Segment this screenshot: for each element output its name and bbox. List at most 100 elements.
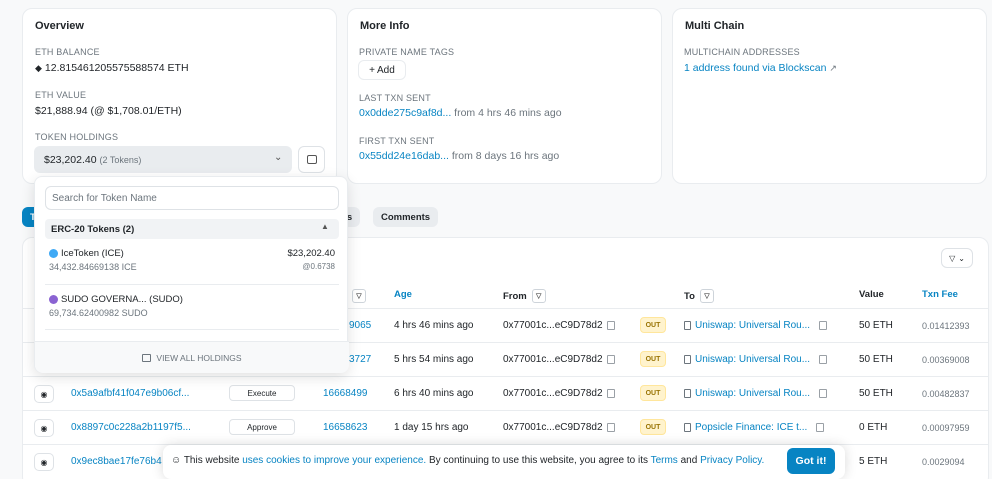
token-name: SUDO GOVERNA... (SUDO)	[49, 294, 183, 305]
th-to: To ▽	[684, 289, 714, 303]
token-value: $23,202.40	[287, 248, 335, 259]
value: 0 ETH	[859, 422, 888, 433]
token-item-ice[interactable]: IceToken (ICE) 34,432.84669138 ICE $23,2…	[49, 248, 335, 284]
th-txn-fee[interactable]: Txn Fee	[922, 289, 958, 300]
got-it-button[interactable]: Got it!	[787, 448, 835, 474]
add-tag-button[interactable]: + Add	[358, 60, 406, 80]
from-address[interactable]: 0x77001c...eC9D78d2	[503, 422, 615, 433]
block-link[interactable]: 16658623	[323, 422, 368, 433]
advanced-filter-button[interactable]: ▽ ⌄	[941, 248, 973, 268]
cookie-policy-link[interactable]: uses cookies to improve your experience.	[242, 455, 427, 466]
copy-icon[interactable]	[606, 320, 615, 330]
divider	[23, 342, 988, 343]
block-link[interactable]: 9065	[349, 320, 372, 331]
terms-link[interactable]: Terms	[650, 455, 678, 466]
erc20-section-header[interactable]: ERC-20 Tokens (2) ▲	[45, 219, 339, 239]
more-info-title: More Info	[360, 20, 410, 32]
txn-hash-link[interactable]: 0x5a9afbf41f047e9b06cf...	[71, 388, 190, 399]
eye-preview-button[interactable]: ◉	[34, 453, 54, 471]
direction-badge: OUT	[640, 419, 666, 435]
copy-icon[interactable]	[819, 388, 828, 398]
txn-hash-link[interactable]: 0x9ec8bae17fe76b4	[71, 456, 162, 467]
token-amount: 34,432.84669138 ICE	[49, 262, 137, 272]
ice-token-icon	[49, 248, 58, 258]
copy-icon[interactable]	[819, 354, 828, 364]
token-holdings-dropdown: Search for Token Name ERC-20 Tokens (2) …	[34, 176, 349, 373]
contract-icon	[684, 354, 691, 364]
age: 4 hrs 46 mins ago	[394, 320, 474, 331]
method-badge: Execute	[229, 385, 295, 401]
divider	[23, 376, 988, 377]
last-txn-hash[interactable]: 0x0dde275c9af8d...	[359, 107, 452, 119]
filter-icon: ▽	[949, 253, 956, 263]
to-address[interactable]: Uniswap: Universal Rou...	[684, 388, 828, 399]
value: 50 ETH	[859, 354, 893, 365]
cookie-message: ☺ This website uses cookies to improve y…	[171, 455, 765, 466]
th-block-filter[interactable]: ▽	[352, 289, 366, 303]
token-holdings-label: TOKEN HOLDINGS	[35, 132, 119, 142]
from-address[interactable]: 0x77001c...eC9D78d2	[503, 320, 615, 331]
age: 1 day 15 hrs ago	[394, 422, 469, 433]
divider	[45, 329, 339, 330]
privacy-policy-link[interactable]: Privacy Policy.	[700, 455, 765, 466]
direction-badge: OUT	[640, 351, 666, 367]
first-txn-hash[interactable]: 0x55dd24e16dab...	[359, 150, 449, 162]
token-amount: 69,734.62400982 SUDO	[49, 308, 148, 318]
th-value: Value	[859, 289, 884, 300]
copy-icon[interactable]	[606, 354, 615, 364]
divider	[23, 444, 988, 445]
block-link[interactable]: 16668499	[323, 388, 368, 399]
token-holdings-value: $23,202.40 (2 Tokens)	[44, 154, 142, 166]
divider	[45, 284, 339, 285]
age: 5 hrs 54 mins ago	[394, 354, 474, 365]
wallet-button[interactable]	[298, 146, 325, 173]
to-address[interactable]: Popsicle Finance: ICE t...	[684, 422, 825, 433]
filter-icon[interactable]: ▽	[699, 289, 714, 303]
copy-icon[interactable]	[816, 422, 825, 432]
contract-icon	[684, 388, 691, 398]
first-txn: 0x55dd24e16dab... from 8 days 16 hrs ago	[359, 150, 559, 162]
eye-preview-button[interactable]: ◉	[34, 419, 54, 437]
wallet-icon	[307, 155, 317, 164]
last-txn-time: from 4 hrs 46 mins ago	[454, 107, 562, 119]
block-link[interactable]: 3727	[349, 354, 372, 365]
copy-icon[interactable]	[606, 422, 615, 432]
txn-fee: 0.00369008	[922, 355, 970, 365]
method-badge: Approve	[229, 419, 295, 435]
txn-hash-link[interactable]: 0x8897c0c228a2b1197f5...	[71, 422, 191, 433]
contract-icon	[684, 422, 691, 432]
th-age[interactable]: Age	[394, 289, 412, 300]
token-holdings-select[interactable]: $23,202.40 (2 Tokens) ⌄	[34, 146, 292, 173]
token-search-input[interactable]: Search for Token Name	[45, 186, 339, 210]
multichain-addresses-label: MULTICHAIN ADDRESSES	[684, 47, 800, 57]
multichain-addresses-link[interactable]: 1 address found via Blockscan ↗	[684, 62, 837, 74]
value: 50 ETH	[859, 388, 893, 399]
txn-fee: 0.0029094	[922, 457, 965, 467]
txn-fee: 0.00482837	[922, 389, 970, 399]
token-price: @0.6738	[302, 262, 335, 271]
from-address[interactable]: 0x77001c...eC9D78d2	[503, 388, 615, 399]
token-item-sudo[interactable]: SUDO GOVERNA... (SUDO) 69,734.62400982 S…	[49, 294, 335, 330]
plus-icon: +	[369, 64, 376, 76]
value: 5 ETH	[859, 456, 888, 467]
eth-diamond-icon: ◆	[35, 63, 42, 73]
eye-icon: ◉	[40, 389, 48, 399]
age: 6 hrs 40 mins ago	[394, 388, 474, 399]
last-txn: 0x0dde275c9af8d... from 4 hrs 46 mins ag…	[359, 107, 562, 119]
first-txn-label: FIRST TXN SENT	[359, 136, 435, 146]
filter-icon[interactable]: ▽	[531, 289, 546, 303]
eye-icon: ◉	[40, 457, 48, 467]
copy-icon[interactable]	[819, 320, 828, 330]
contract-icon	[684, 320, 691, 330]
token-name: IceToken (ICE)	[49, 248, 124, 259]
eye-preview-button[interactable]: ◉	[34, 385, 54, 403]
first-txn-time: from 8 days 16 hrs ago	[451, 150, 560, 162]
tab-comments[interactable]: Comments	[373, 207, 439, 227]
copy-icon[interactable]	[606, 388, 615, 398]
to-address[interactable]: Uniswap: Universal Rou...	[684, 320, 828, 331]
from-address[interactable]: 0x77001c...eC9D78d2	[503, 354, 615, 365]
view-all-holdings-button[interactable]: VIEW ALL HOLDINGS	[35, 341, 349, 373]
overview-title: Overview	[35, 20, 84, 32]
to-address[interactable]: Uniswap: Universal Rou...	[684, 354, 828, 365]
more-info-card: More Info PRIVATE NAME TAGS LAST TXN SEN…	[347, 8, 662, 184]
